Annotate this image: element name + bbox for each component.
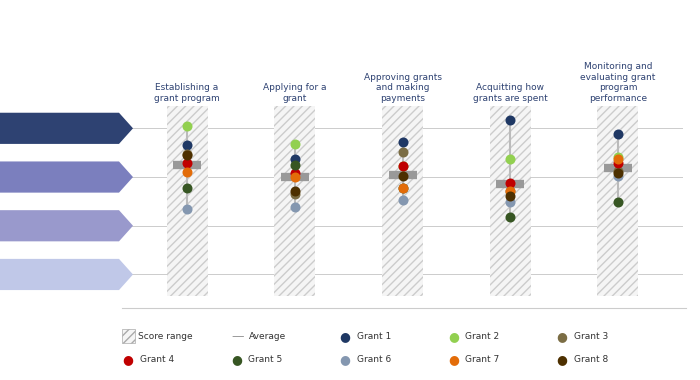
Point — [612, 155, 624, 162]
Bar — [597, 106, 638, 296]
Text: Optimised: Optimised — [28, 124, 91, 133]
Text: Integrated: Integrated — [27, 172, 92, 182]
Point — [397, 139, 408, 145]
Text: Approving grants
and making
payments: Approving grants and making payments — [363, 73, 442, 103]
Point — [289, 174, 300, 180]
Text: Acquitting how
grants are spent: Acquitting how grants are spent — [473, 83, 547, 103]
Point — [181, 142, 193, 149]
Bar — [274, 106, 315, 296]
Bar — [382, 106, 423, 296]
Point — [181, 160, 193, 166]
Text: Score range: Score range — [138, 332, 192, 341]
Point — [397, 185, 408, 191]
Point — [612, 173, 624, 179]
Point — [289, 162, 300, 168]
Point — [289, 188, 300, 194]
Text: Established: Established — [23, 221, 96, 231]
Text: Grant 3: Grant 3 — [574, 332, 608, 341]
Point — [612, 200, 624, 206]
Text: Grant 7: Grant 7 — [466, 355, 500, 364]
Text: Developing: Developing — [25, 269, 94, 279]
Bar — [382, 106, 423, 296]
Point — [289, 204, 300, 210]
Text: Grant 5: Grant 5 — [248, 355, 283, 364]
Point — [612, 154, 624, 160]
Point — [397, 149, 408, 155]
Text: Grant 1: Grant 1 — [357, 332, 391, 341]
Point — [289, 141, 300, 147]
Text: ●: ● — [122, 353, 134, 366]
Point — [181, 206, 193, 212]
Point — [612, 131, 624, 137]
Text: ●: ● — [448, 353, 459, 366]
Text: ●: ● — [448, 330, 459, 343]
Point — [397, 185, 408, 191]
Text: Grant 2: Grant 2 — [466, 332, 500, 341]
Point — [397, 173, 408, 179]
Bar — [597, 106, 638, 296]
Point — [181, 150, 193, 157]
Text: Grant 8: Grant 8 — [574, 355, 608, 364]
Text: —: — — [231, 330, 244, 343]
Text: ●: ● — [340, 330, 351, 343]
Text: Monitoring and
evaluating grant
program
performance: Monitoring and evaluating grant program … — [580, 62, 656, 103]
Point — [505, 117, 516, 123]
Point — [505, 180, 516, 186]
Text: Establishing a
grant program: Establishing a grant program — [154, 83, 220, 103]
Bar — [167, 106, 208, 296]
Text: ●: ● — [556, 353, 568, 366]
Point — [289, 170, 300, 176]
Point — [505, 214, 516, 220]
Point — [505, 188, 516, 194]
Point — [397, 163, 408, 169]
Text: ●: ● — [556, 330, 568, 343]
Text: Applying for a
grant: Applying for a grant — [263, 83, 327, 103]
Point — [181, 185, 193, 191]
Point — [505, 188, 516, 194]
Point — [612, 160, 624, 166]
Point — [289, 155, 300, 162]
Point — [505, 193, 516, 199]
Point — [505, 155, 516, 162]
Point — [181, 123, 193, 129]
Bar — [490, 106, 531, 296]
Point — [612, 168, 624, 174]
Bar — [167, 106, 208, 296]
Text: Grant 6: Grant 6 — [357, 355, 391, 364]
Point — [505, 200, 516, 206]
Bar — [490, 106, 531, 296]
Bar — [274, 106, 315, 296]
Point — [397, 197, 408, 203]
Text: ●: ● — [340, 353, 351, 366]
Text: ●: ● — [231, 353, 242, 366]
Point — [181, 152, 193, 158]
Text: Average: Average — [248, 332, 286, 341]
Text: Grant 4: Grant 4 — [140, 355, 174, 364]
Point — [612, 170, 624, 176]
Point — [181, 169, 193, 175]
Point — [397, 163, 408, 169]
Point — [289, 191, 300, 197]
